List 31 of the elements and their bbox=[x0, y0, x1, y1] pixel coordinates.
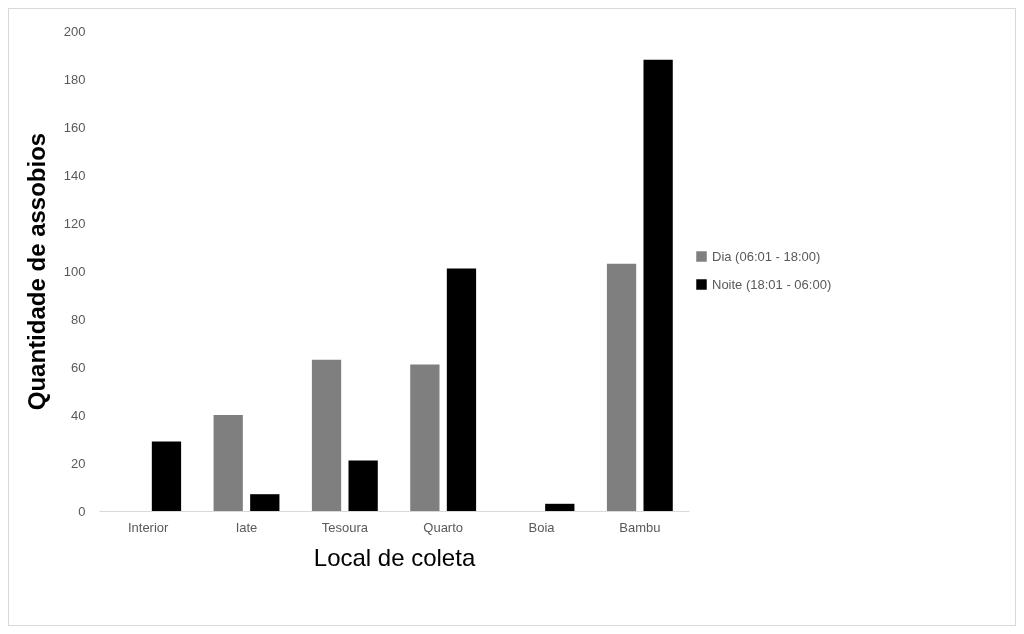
bar bbox=[410, 364, 440, 511]
bar bbox=[213, 415, 243, 511]
x-tick-label: Bambu bbox=[619, 519, 661, 535]
x-axis-title: Local de coleta bbox=[313, 543, 476, 571]
x-tick-label: Interior bbox=[127, 519, 170, 535]
bar bbox=[311, 359, 342, 511]
y-tick-label: 40 bbox=[71, 407, 86, 423]
x-tick-label: Boia bbox=[528, 519, 556, 535]
y-tick-label: 140 bbox=[63, 167, 86, 183]
bar bbox=[348, 460, 378, 511]
y-tick-label: 60 bbox=[71, 359, 86, 375]
bar bbox=[606, 263, 637, 511]
y-tick-label: 0 bbox=[78, 503, 86, 519]
y-tick-label: 80 bbox=[71, 311, 86, 327]
y-tick-label: 180 bbox=[63, 71, 86, 87]
bar bbox=[151, 441, 182, 511]
y-tick-label: 20 bbox=[71, 455, 86, 471]
x-tick-label: Iate bbox=[235, 519, 258, 535]
bar bbox=[446, 268, 477, 511]
bar bbox=[250, 494, 280, 511]
x-tick-label: Quarto bbox=[423, 519, 464, 535]
legend-label: Noite (18:01 - 06:00) bbox=[712, 276, 832, 292]
y-tick-label: 200 bbox=[63, 23, 86, 39]
bar bbox=[643, 59, 673, 511]
y-tick-label: 120 bbox=[63, 215, 86, 231]
legend-label: Dia (06:01 - 18:00) bbox=[712, 248, 821, 264]
y-tick-label: 160 bbox=[63, 119, 86, 135]
x-tick-label: Tesoura bbox=[321, 519, 369, 535]
y-tick-label: 100 bbox=[63, 263, 86, 279]
y-axis-title: Quantidade de assobios bbox=[22, 132, 50, 411]
bar bbox=[545, 503, 575, 511]
